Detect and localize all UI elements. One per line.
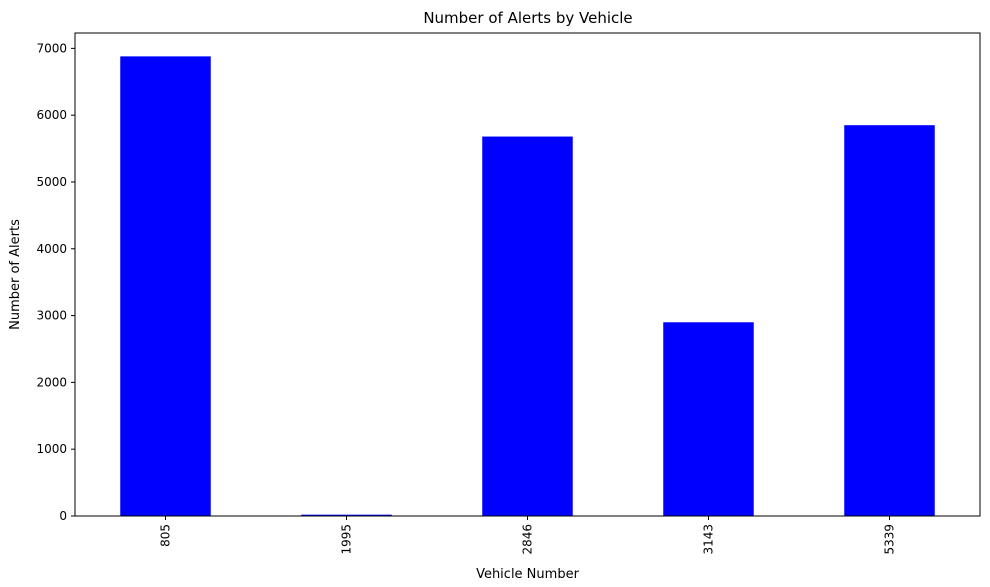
x-tick-label: 3143 [702,524,716,555]
y-tick-label: 5000 [36,175,67,189]
y-axis-label: Number of Alerts [8,219,23,330]
bar-5339 [844,125,935,517]
x-tick-label: 2846 [521,524,535,555]
chart-title: Number of Alerts by Vehicle [423,9,632,27]
bar-1995 [301,514,392,516]
bar-2846 [482,136,573,516]
y-tick-label: 6000 [36,108,67,122]
x-tick-label: 1995 [340,524,354,555]
y-tick-label: 4000 [36,242,67,256]
y-tick-label: 3000 [36,309,67,323]
y-tick-label: 1000 [36,442,67,456]
plot-frame [74,32,981,517]
x-axis: 805 1995 2846 3143 5339 [159,516,897,555]
x-tick-label: 5339 [883,524,897,555]
bar-3143 [663,322,754,516]
y-axis: 0 1000 2000 3000 4000 5000 6000 7000 [36,41,75,523]
y-tick-label: 2000 [36,375,67,389]
y-tick-label: 0 [59,509,67,523]
x-axis-label: Vehicle Number [476,567,580,582]
bar-805 [120,56,211,516]
x-tick-label: 805 [159,524,173,547]
y-tick-label: 7000 [36,41,67,55]
bar-group [120,56,935,517]
